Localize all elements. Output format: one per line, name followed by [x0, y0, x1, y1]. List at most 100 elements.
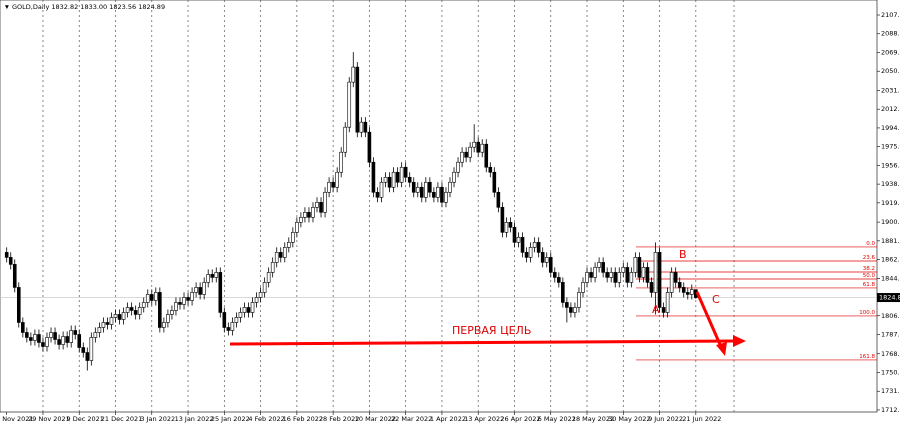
candle-body: [158, 292, 162, 328]
symbol-marker: ▼: [5, 5, 9, 11]
candle-body: [548, 257, 553, 273]
candle-body: [154, 292, 158, 301]
candle-body: [597, 262, 601, 268]
y-tick-label: 1975.55: [881, 143, 900, 151]
candle-body: [12, 264, 17, 288]
candle-body: [49, 332, 53, 338]
candle-body: [508, 222, 513, 228]
target-arrow: [229, 339, 736, 346]
candle-body: [238, 312, 243, 318]
plot-frame: [0, 0, 878, 413]
x-tick-label: 21 Dec 2021: [101, 415, 143, 423]
candle-body: [69, 330, 73, 343]
candle-body: [319, 201, 323, 213]
x-tick-label: 3 Jan 2022: [140, 415, 175, 423]
candle-body: [16, 287, 21, 323]
candle-body: [335, 171, 339, 188]
candle-body: [609, 272, 614, 278]
candle-body: [476, 141, 481, 153]
y-tick-label: 1956.85: [881, 161, 900, 169]
candle-body: [581, 282, 585, 293]
candle-body: [73, 330, 78, 335]
candle-body: [585, 272, 589, 283]
candle-body: [444, 191, 448, 203]
candle-body: [552, 272, 557, 278]
candle-body: [57, 339, 61, 345]
y-tick-label: 2088.30: [881, 30, 900, 38]
candle-body: [516, 237, 521, 243]
candle-body: [327, 181, 331, 193]
candle-body: [226, 327, 231, 331]
candle-body: [133, 310, 138, 315]
x-tick-label: 13 Apr 2022: [464, 415, 504, 423]
candle-body: [230, 322, 235, 331]
candle-body: [323, 191, 327, 213]
candle-body: [657, 252, 662, 308]
x-tick-label: 18 May 2022: [572, 415, 614, 423]
candle-body: [637, 257, 642, 278]
candle-body: [379, 181, 384, 198]
fib-label: 50.0: [863, 273, 876, 279]
candle-body: [589, 272, 593, 278]
candle-body: [681, 287, 686, 293]
annotation: A: [652, 303, 660, 316]
candle-body: [653, 252, 658, 293]
candle-body: [282, 247, 287, 258]
candle-body: [613, 272, 618, 283]
candle-body: [286, 242, 291, 248]
y-tick-label: 2050.90: [881, 67, 900, 75]
fib-label: 0.0: [866, 241, 875, 247]
candle-body: [278, 252, 283, 258]
x-tick-label: 4 Feb 2022: [248, 415, 284, 423]
candle-body: [359, 121, 364, 133]
candle-body: [170, 310, 174, 315]
candle-body: [633, 257, 638, 273]
y-tick-label: 1731.35: [881, 387, 900, 395]
candle-body: [214, 272, 219, 278]
candle-body: [577, 292, 581, 308]
candle-body: [343, 126, 348, 153]
candle-body: [25, 332, 29, 338]
candle-body: [101, 322, 106, 328]
x-tick-label: 9 Dec 2021: [67, 415, 104, 423]
candle-body: [669, 272, 674, 293]
candle-body: [262, 282, 267, 293]
candle-body: [448, 181, 452, 193]
candle-body: [218, 272, 223, 313]
candle-body: [258, 292, 263, 298]
candle-body: [621, 267, 626, 273]
candle-body: [77, 334, 82, 348]
candle-body: [480, 143, 485, 153]
y-tick-label: 2031.65: [881, 86, 900, 94]
candle-body: [81, 347, 86, 353]
y-tick-label: 1862.80: [881, 256, 900, 264]
candle-body: [605, 272, 609, 278]
candle-body: [61, 336, 65, 345]
annotation: C: [712, 293, 720, 306]
candle-body: [174, 302, 178, 311]
candle-body: [601, 262, 605, 273]
candle-body: [178, 302, 182, 305]
candle-body: [125, 307, 130, 313]
y-tick-label: 1881.50: [881, 237, 900, 245]
y-tick-label: 1844.10: [881, 274, 900, 282]
candle-body: [500, 207, 505, 233]
candle-body: [689, 289, 694, 295]
fib-label: 23.6: [863, 255, 876, 261]
candle-body: [593, 267, 597, 278]
wave-c-arrowhead: [716, 342, 727, 356]
candle-body: [629, 272, 634, 283]
candle-body: [520, 237, 525, 253]
candle-body: [472, 141, 476, 148]
candle-body: [432, 191, 436, 198]
candle-body: [105, 322, 110, 325]
fib-label: 100.0: [859, 310, 875, 316]
x-tick-label: 1 Apr 2022: [430, 415, 466, 423]
candle-body: [162, 322, 166, 328]
y-tick-label: 1994.25: [881, 124, 900, 132]
x-tick-label: 9 Jun 2022: [648, 415, 683, 423]
candle-body: [440, 186, 444, 203]
candle-body: [254, 297, 259, 303]
candle-body: [117, 314, 122, 320]
